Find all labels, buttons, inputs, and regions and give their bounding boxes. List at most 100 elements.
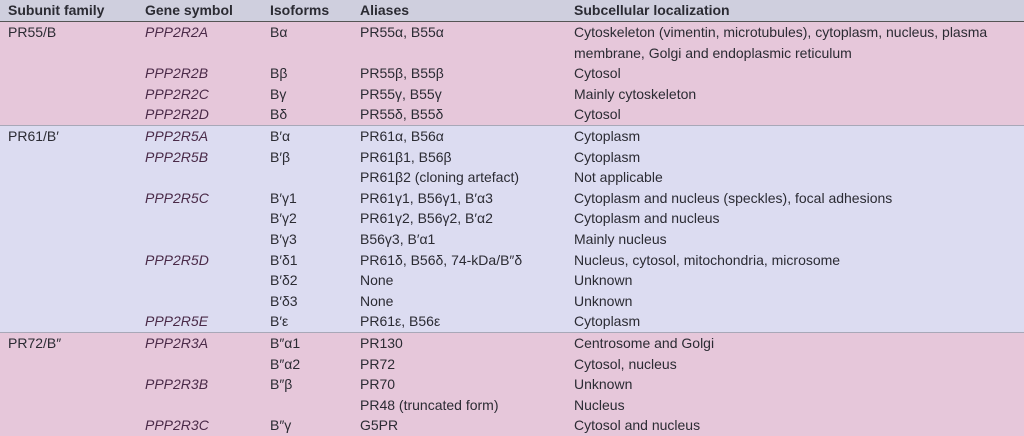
gene-symbol: PPP2R2C	[145, 85, 209, 102]
header-cell: Gene symbol	[137, 0, 262, 22]
header-row: Subunit family Gene symbol Isoforms Aliases…	[0, 0, 1024, 22]
header-cell: Subunit family	[0, 0, 137, 22]
table-row: PR48 (truncated form) Nucleus	[0, 395, 1024, 416]
localization: Cytoskeleton (vimentin, microtubules), c…	[574, 24, 988, 61]
empty-cell	[137, 395, 262, 416]
aliases: PR61α, B56α	[352, 124, 566, 147]
subunit-family: PR61/B′	[0, 124, 137, 147]
aliases: PR61β1, B56β	[360, 148, 452, 165]
localization: Unknown	[574, 292, 633, 309]
localization: Not applicable	[574, 169, 663, 186]
localization: Cytoplasm	[574, 148, 641, 165]
subunit-group: PR61/B′ PPP2R5A B′α PR61α, B56α Cytoplasm PPP…	[0, 124, 1024, 333]
gene-symbol: PPP2R3A	[137, 331, 262, 354]
aliases: None	[360, 272, 394, 289]
empty-cell	[0, 167, 137, 188]
aliases: PR61β2 (cloning artefact)	[360, 169, 520, 186]
gene-symbol: PPP2R5A	[137, 124, 262, 147]
table-row: B″α2 PR72 Cytosol, nucleus	[0, 354, 1024, 375]
localization: Cytosol	[574, 65, 621, 82]
aliases: PR61ε, B56ε	[360, 313, 441, 330]
table-row: B′γ2 PR61γ2, B56γ2, B′α2 Cytoplasm and nuc…	[0, 208, 1024, 229]
localization: Cytoplasm and nucleus	[574, 210, 720, 227]
table-row: PPP2R5B B′β PR61β1, B56β Cytoplasm	[0, 147, 1024, 168]
table-row: PPP2R5D B′δ1 PR61δ, B56δ, 74-kDa/B″δ Nucleu…	[0, 250, 1024, 271]
table-row: PR61/B′ PPP2R5A B′α PR61α, B56α Cytoplasm	[0, 124, 1024, 147]
gene-symbol: PPP2R5E	[145, 313, 209, 330]
aliases: B56γ3, B′α1	[360, 230, 436, 247]
table-row: PPP2R2C Bγ PR55γ, B55γ Mainly cytoskeleton	[0, 84, 1024, 105]
empty-cell	[0, 84, 137, 105]
aliases: PR48 (truncated form)	[360, 396, 499, 413]
isoform: B′ε	[270, 313, 289, 330]
aliases: PR55β, B55β	[360, 65, 444, 82]
aliases: None	[360, 292, 394, 309]
aliases: PR61γ1, B56γ1, B′α3	[360, 189, 493, 206]
isoform: B′α	[262, 124, 352, 147]
localization: Cytoplasm	[566, 124, 1024, 147]
aliases: G5PR	[360, 417, 399, 434]
table-row: PPP2R5E B′ε PR61ε, B56ε Cytoplasm	[0, 311, 1024, 332]
gene-symbol: PPP2R3C	[145, 417, 209, 434]
empty-cell	[0, 208, 137, 229]
empty-cell	[137, 291, 262, 312]
table-row: PR72/B″ PPP2R3A B″α1 PR130 Centrosome and Go…	[0, 331, 1024, 354]
localization: Cytosol and nucleus	[574, 417, 701, 434]
empty-cell	[262, 395, 352, 416]
isoform: B′δ1	[270, 251, 298, 268]
aliases: PR61γ2, B56γ2, B′α2	[360, 210, 493, 227]
empty-cell	[137, 208, 262, 229]
table-row: PPP2R5C B′γ1 PR61γ1, B56γ1, B′α3 Cytoplasm …	[0, 188, 1024, 209]
empty-cell	[0, 291, 137, 312]
subunit-group: PR55/B PPP2R2A Bα PR55α, B55α Cytoskeleton (…	[0, 21, 1024, 126]
table-row: B′γ3 B56γ3, B′α1 Mainly nucleus	[0, 229, 1024, 250]
empty-cell	[0, 354, 137, 375]
aliases: PR55γ, B55γ	[360, 85, 442, 102]
localization: Cytoplasm	[574, 313, 641, 330]
empty-cell	[0, 395, 137, 416]
gene-symbol: PPP2R5C	[145, 189, 209, 206]
aliases: PR55δ, B55δ	[360, 106, 444, 123]
table-row: B′δ3 None Unknown	[0, 291, 1024, 312]
empty-cell	[0, 104, 137, 125]
table-row: PPP2R2D Bδ PR55δ, B55δ Cytosol	[0, 104, 1024, 125]
table-row: PPP2R3C B″γ G5PR Cytosol and nucleus	[0, 415, 1024, 436]
isoform: B″β	[270, 376, 293, 393]
gene-symbol: PPP2R2A	[145, 24, 209, 40]
table-header: Subunit family Gene symbol Isoforms Aliases…	[0, 0, 1024, 22]
empty-cell	[0, 188, 137, 209]
isoform: B′γ3	[270, 230, 297, 247]
isoform: B″γ	[270, 417, 292, 434]
gene-symbol: PPP2R3B	[145, 376, 209, 393]
table-row: PR61β2 (cloning artefact) Not applicable	[0, 167, 1024, 188]
aliases: PR70	[360, 376, 396, 393]
subunit-family: PR72/B″	[0, 331, 137, 354]
localization: Cytosol	[574, 106, 621, 123]
isoform: B′δ2	[270, 272, 298, 289]
localization: Unknown	[574, 376, 633, 393]
gene-symbol: PPP2R5B	[145, 148, 209, 165]
empty-cell	[137, 229, 262, 250]
isoform: B′β	[270, 148, 291, 165]
isoform: B″α2	[270, 355, 301, 372]
localization: Nucleus, cytosol, mitochondria, microsom…	[574, 251, 841, 268]
table-row: B′δ2 None Unknown	[0, 270, 1024, 291]
isoform: B′δ3	[270, 292, 298, 309]
header-cell: Subcellular localization	[566, 0, 1024, 22]
localization: Cytosol, nucleus	[574, 355, 677, 372]
empty-cell	[0, 415, 137, 436]
gene-symbol: PPP2R5D	[145, 251, 209, 268]
empty-cell	[0, 270, 137, 291]
subunit-group: PR72/B″ PPP2R3A B″α1 PR130 Centrosome and Go…	[0, 331, 1024, 436]
isoform: Bα	[270, 24, 288, 40]
table-row: PR55/B PPP2R2A Bα PR55α, B55α Cytoskeleton (…	[0, 22, 1024, 64]
isoform: B′γ1	[270, 189, 297, 206]
empty-cell	[0, 374, 137, 395]
gene-symbol: PPP2R2D	[145, 106, 209, 123]
localization: Nucleus	[574, 396, 625, 413]
isoform: B″α1	[262, 331, 352, 354]
aliases: PR61δ, B56δ, 74-kDa/B″δ	[360, 251, 523, 268]
localization: Unknown	[574, 272, 633, 289]
